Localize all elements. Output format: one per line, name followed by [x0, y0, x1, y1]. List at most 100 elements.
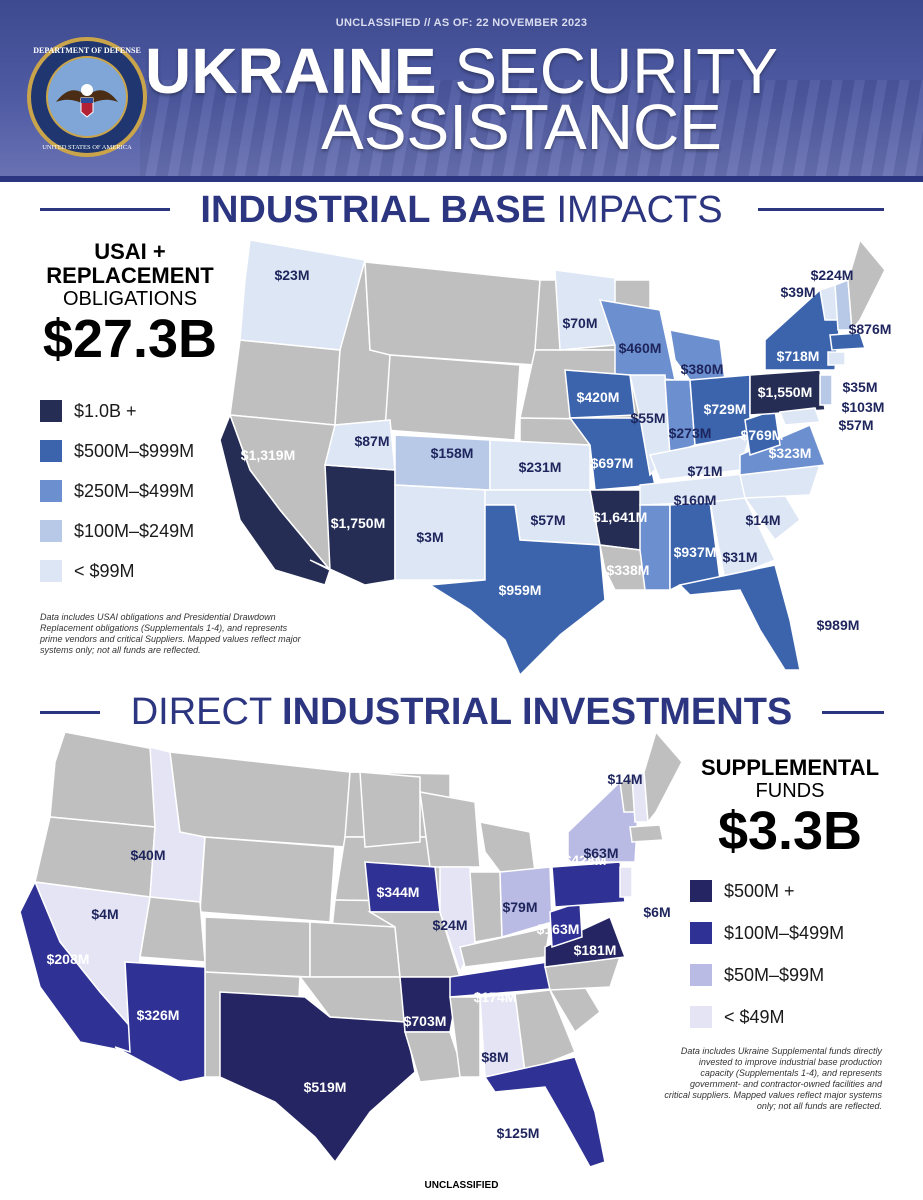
section1-footnote: Data includes USAI obligations and Presi… [40, 612, 330, 656]
legend-item: $1.0B + [40, 396, 194, 426]
value-ky: $71M [687, 463, 722, 479]
legend-item: $100M–$499M [690, 918, 844, 948]
value-fl: $989M [817, 617, 860, 633]
state-ct [827, 351, 846, 366]
value-wv: $163M [537, 921, 580, 937]
state-ma [629, 824, 664, 843]
value-nj: $6M [643, 904, 670, 920]
state-wy [384, 354, 521, 441]
section1-title: INDUSTRIAL BASE IMPACTS [0, 188, 923, 232]
legend-label: $50M–$99M [724, 964, 825, 985]
value-ca: $1,319M [241, 447, 295, 463]
state-mt [364, 261, 541, 366]
legend-swatch [690, 922, 712, 944]
legend-item: $500M–$999M [40, 436, 194, 466]
section2-rule-right [822, 711, 884, 714]
footnote-line: only; not all funds are reflected. [756, 1101, 882, 1111]
section2-legend: $500M + $100M–$499M $50M–$99M < $49M [690, 876, 844, 1032]
value-tx: $959M [499, 582, 542, 598]
section1-rule-right [758, 208, 884, 211]
value-ia: $420M [577, 389, 620, 405]
value-az: $1,750M [331, 515, 385, 531]
legend-swatch [40, 440, 62, 462]
stat-label-1: USAI + [94, 239, 166, 264]
header-banner [0, 0, 923, 182]
legend-item: $250M–$499M [40, 476, 194, 506]
value-nh: $14M [607, 771, 642, 787]
state-md [778, 407, 822, 426]
section1-stat-block: USAI + REPLACEMENT OBLIGATIONS $27.3B [20, 239, 240, 369]
state-tx [219, 991, 416, 1164]
legend-label: $100M–$499M [724, 922, 845, 943]
value-ut: $87M [354, 433, 389, 449]
state-ks [309, 921, 401, 978]
value-mn: $70M [562, 315, 597, 331]
legend-swatch [690, 1006, 712, 1028]
state-nj [619, 866, 633, 898]
legend-item: $50M–$99M [690, 960, 844, 990]
value-pa: $428M [564, 852, 607, 868]
value-ca: $208M [47, 951, 90, 967]
value-il: $55M [630, 410, 665, 426]
legend-swatch [40, 480, 62, 502]
legend-label: $500M + [724, 880, 795, 901]
stat-label-1: SUPPLEMENTAL [700, 755, 880, 780]
legend-label: $1.0B + [74, 400, 137, 421]
state-ia [564, 369, 636, 419]
section2-rule-left [40, 711, 100, 714]
value-ar: $1,641M [593, 509, 647, 525]
stat-label-2: FUNDS [755, 780, 825, 802]
state-ga [514, 989, 576, 1074]
value-nc: $14M [745, 512, 780, 528]
footnote-line: government- and contractor-owned facilit… [690, 1079, 882, 1089]
value-va: $181M [574, 942, 617, 958]
value-wa: $23M [274, 267, 309, 283]
state-in [469, 871, 503, 943]
legend-swatch [690, 964, 712, 986]
state-fl [483, 1056, 606, 1168]
value-ok: $57M [530, 512, 565, 528]
section2-title: DIRECT INDUSTRIAL INVESTMENTS [0, 690, 923, 734]
value-ny: $718M [777, 348, 820, 364]
state-az [114, 961, 206, 1083]
state-me [643, 732, 683, 824]
header-background-image [140, 80, 923, 182]
title-light-word: SECURITY [454, 35, 778, 107]
legend-label: $250M–$499M [74, 480, 195, 501]
footnote-line: Data includes USAI obligations and Presi… [40, 612, 276, 622]
state-pa [749, 369, 826, 416]
value-pa: $1,550M [758, 384, 812, 400]
state-mo [568, 417, 656, 491]
stat-label-2: REPLACEMENT [46, 263, 214, 288]
legend-item: $100M–$249M [40, 516, 194, 546]
stat-label-3: OBLIGATIONS [62, 288, 198, 310]
value-nv: $4M [91, 906, 118, 922]
state-va [544, 915, 627, 968]
map1-value-labels: $23M $1,319M $1,750M $87M $158M $3M $231… [241, 267, 892, 633]
value-ma: $876M [849, 321, 892, 337]
value-il: $24M [432, 917, 467, 933]
section1-title-light: IMPACTS [556, 189, 723, 231]
legend-item: < $99M [40, 556, 194, 586]
state-wa [239, 240, 366, 351]
state-me [847, 240, 886, 332]
classification-footer: UNCLASSIFIED [424, 1180, 499, 1191]
state-mn [359, 771, 421, 848]
svg-text:UNITED STATES OF AMERICA: UNITED STATES OF AMERICA [42, 144, 132, 151]
value-oh: $79M [502, 899, 537, 915]
value-id: $40M [130, 847, 165, 863]
state-wi [419, 791, 481, 868]
value-wv: $769M [741, 427, 784, 443]
section2-title-bold: INDUSTRIAL INVESTMENTS [282, 691, 793, 733]
svg-text:DEPARTMENT OF DEFENSE: DEPARTMENT OF DEFENSE [33, 46, 141, 55]
value-ny: $63M [583, 845, 618, 861]
dod-seal-logo: DEPARTMENT OF DEFENSE UNITED STATES OF A… [27, 37, 147, 157]
section2-title-light: DIRECT [130, 691, 272, 733]
value-tn: $160M [674, 492, 717, 508]
industrial-base-map: $23M $1,319M $1,750M $87M $158M $3M $231… [220, 240, 892, 677]
state-co [204, 916, 311, 978]
legend-item: < $49M [690, 1002, 844, 1032]
section1-rule-left [40, 208, 170, 211]
legend-label: < $49M [724, 1006, 785, 1027]
value-wi: $460M [619, 340, 662, 356]
